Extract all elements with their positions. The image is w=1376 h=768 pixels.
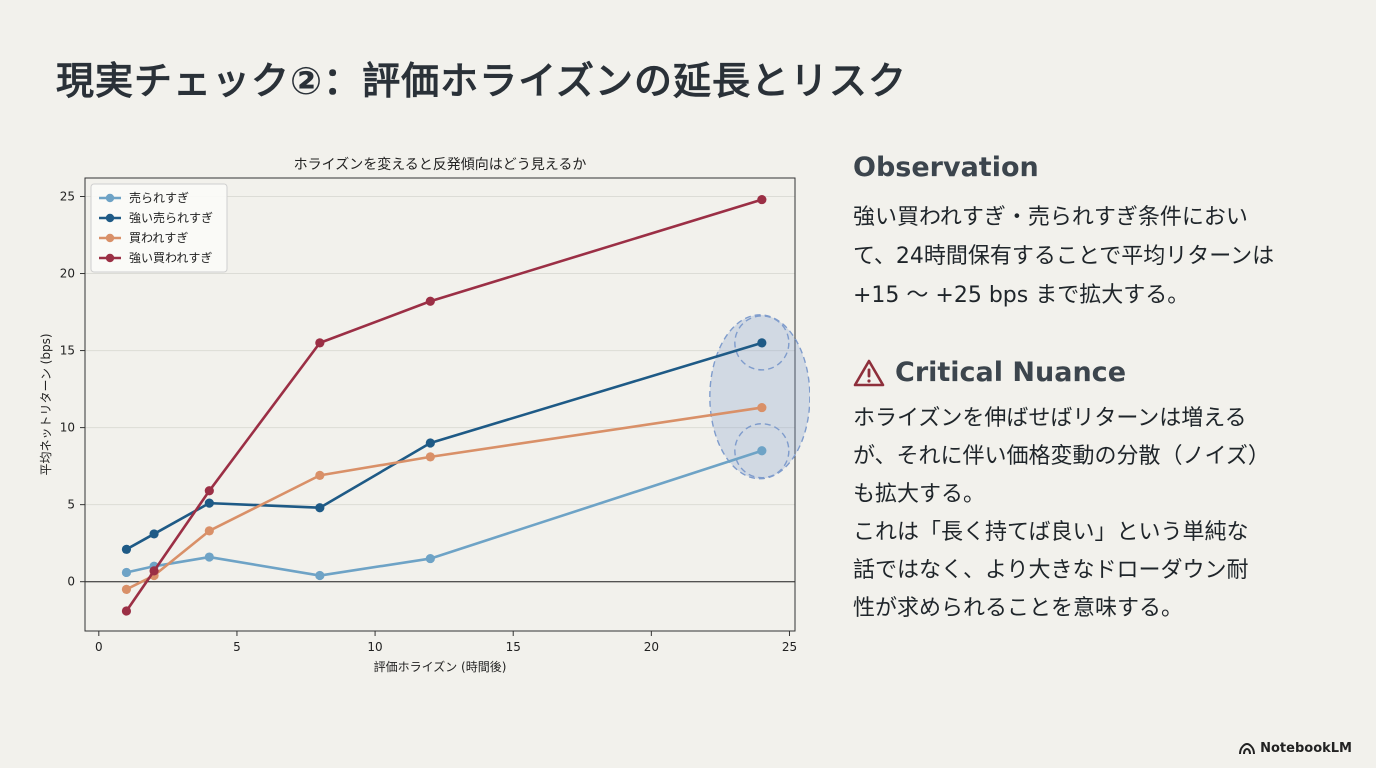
variance-circle-bottom xyxy=(734,423,790,479)
data-point-3 xyxy=(315,338,325,348)
observation-section: Observation xyxy=(853,152,1343,183)
observation-heading: Observation xyxy=(853,152,1039,183)
critical-nuance-header: Critical Nuance xyxy=(853,357,1343,388)
data-point-2 xyxy=(425,452,435,462)
notebooklm-logo: NotebookLM xyxy=(1239,741,1352,756)
data-point-3 xyxy=(121,606,132,616)
y-tick-label: 5 xyxy=(67,498,75,512)
y-tick-label: 10 xyxy=(60,421,75,435)
observation-line: 強い買われすぎ・売られすぎ条件におい xyxy=(853,205,1248,230)
observation-line: +15 〜 +25 bps まで拡大する。 xyxy=(853,283,1190,308)
warning-triangle-icon xyxy=(853,359,885,386)
series-line-2 xyxy=(125,406,763,591)
series-line-3 xyxy=(125,198,763,612)
legend-swatch-point xyxy=(105,253,115,263)
data-point-1 xyxy=(425,438,435,448)
x-tick-label: 10 xyxy=(367,640,382,654)
legend-swatch-point xyxy=(105,233,115,243)
data-point-3 xyxy=(757,194,767,205)
y-tick-label: 0 xyxy=(67,575,75,589)
critical-text: ホライズンを伸ばせばリターンは増える が、それに伴い価格変動の分散（ノイズ） も… xyxy=(853,400,1343,628)
critical-line: これは「長く持てば良い」という単純な xyxy=(853,520,1249,545)
critical-heading: Critical Nuance xyxy=(895,357,1127,388)
data-point-2 xyxy=(204,526,214,536)
critical-line: 話ではなく、より大きなドローダウン耐 xyxy=(853,558,1249,583)
legend-label: 買われすぎ xyxy=(129,231,188,245)
observation-text: 強い買われすぎ・売られすぎ条件におい て、24時間保有することで平均リターンは … xyxy=(853,198,1343,315)
logo-text: NotebookLM xyxy=(1260,741,1352,756)
x-tick-label: 0 xyxy=(95,640,103,654)
chart-title: ホライズンを変えると反発傾向はどう見えるか xyxy=(294,156,587,173)
legend-swatch-point xyxy=(105,213,115,223)
data-point-1 xyxy=(315,503,325,513)
critical-line: が、それに伴い価格変動の分散（ノイズ） xyxy=(853,444,1270,469)
x-tick-label: 25 xyxy=(782,640,797,654)
legend-box xyxy=(90,183,228,273)
y-tick-label: 20 xyxy=(60,267,75,281)
x-tick-label: 5 xyxy=(233,640,241,654)
legend-label: 売られすぎ xyxy=(129,190,189,205)
legend-swatch-point xyxy=(105,193,115,203)
critical-line: 性が求められることを意味する。 xyxy=(853,596,1184,621)
y-tick-label: 25 xyxy=(60,189,75,203)
series-line-1 xyxy=(125,341,763,551)
data-point-0 xyxy=(757,446,767,456)
data-point-2 xyxy=(121,584,132,594)
critical-line: ホライズンを伸ばせばリターンは増える xyxy=(853,406,1247,431)
variance-circle-top xyxy=(734,315,790,371)
notebooklm-logo-icon xyxy=(1239,742,1256,754)
data-point-3 xyxy=(149,566,159,576)
observation-line: て、24時間保有することで平均リターンは xyxy=(853,244,1275,269)
data-point-2 xyxy=(757,402,767,413)
x-axis-label: 評価ホライズン (時間後) xyxy=(374,659,507,674)
line-chart: 0 5 10 15 20 25 0 5 10 15 20 25 ホライズンを変えると反発傾向はどう見える… xyxy=(39,156,810,674)
data-point-1 xyxy=(149,529,159,539)
data-point-0 xyxy=(121,567,132,578)
data-point-1 xyxy=(204,498,214,508)
data-point-3 xyxy=(204,486,214,496)
y-axis-label: 平均ネットリターン (bps) xyxy=(39,333,53,475)
data-point-3 xyxy=(425,296,435,306)
x-tick-label: 15 xyxy=(506,640,521,654)
y-tick-label: 15 xyxy=(60,344,75,358)
x-tick-label: 20 xyxy=(644,640,659,654)
data-point-1 xyxy=(121,544,132,554)
data-point-0 xyxy=(315,570,325,581)
data-point-0 xyxy=(425,553,435,564)
slide-title: 現実チェック②：評価ホライズンの延長とリスク xyxy=(56,59,908,103)
plot-frame xyxy=(84,177,796,632)
legend-label: 強い買われすぎ xyxy=(129,251,212,265)
legend-label: 強い売られすぎ xyxy=(129,210,213,225)
data-point-2 xyxy=(315,470,325,480)
data-point-0 xyxy=(204,552,214,562)
series-line-0 xyxy=(126,449,763,577)
data-point-1 xyxy=(757,338,767,348)
critical-line: も拡大する。 xyxy=(853,482,986,507)
